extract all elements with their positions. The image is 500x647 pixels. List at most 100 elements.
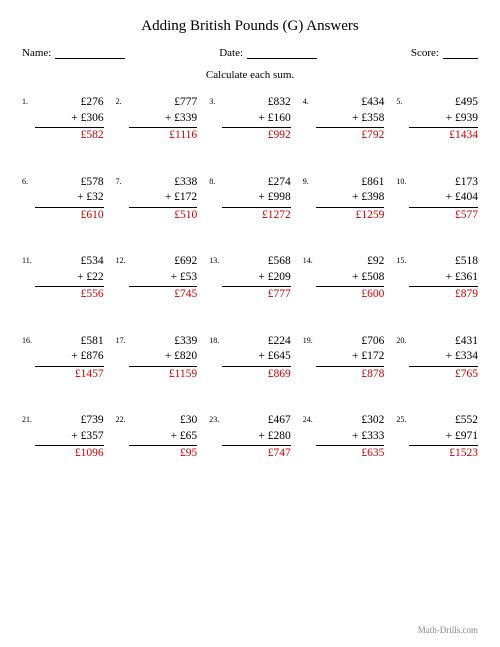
problem: 5.£495+ £939£1434: [396, 95, 478, 144]
problem-number: 25.: [396, 413, 409, 424]
addend-bottom: + £333: [316, 429, 385, 445]
addend-bottom: + £404: [409, 190, 478, 206]
addend-bottom: + £172: [316, 349, 385, 365]
problem-calc: £692+ £53£745: [129, 254, 198, 303]
problem-number: 3.: [209, 95, 222, 106]
problem-calc: £578+ £32£610: [35, 175, 104, 224]
instruction-text: Calculate each sum.: [22, 69, 478, 81]
answer: £95: [129, 446, 198, 462]
problem-number: 20.: [396, 334, 409, 345]
problem-calc: £861+ £398£1259: [316, 175, 385, 224]
date-blank: [247, 48, 317, 59]
problem: 25.£552+ £971£1523: [396, 413, 478, 462]
addend-top: £224: [222, 334, 291, 350]
problem-number: 4.: [303, 95, 316, 106]
problem: 2.£777+ £339£1116: [116, 95, 198, 144]
addend-top: £739: [35, 413, 104, 429]
addend-bottom: + £172: [129, 190, 198, 206]
answer: £765: [409, 367, 478, 383]
addend-top: £276: [35, 95, 104, 111]
addend-top: £339: [129, 334, 198, 350]
problem-number: 16.: [22, 334, 35, 345]
problem: 21.£739+ £357£1096: [22, 413, 104, 462]
answer: £1523: [409, 446, 478, 462]
problem-calc: £581+ £876£1457: [35, 334, 104, 383]
problem-number: 13.: [209, 254, 222, 265]
addend-bottom: + £357: [35, 429, 104, 445]
addend-top: £495: [409, 95, 478, 111]
answer: £1457: [35, 367, 104, 383]
problem-number: 10.: [396, 175, 409, 186]
addend-bottom: + £358: [316, 111, 385, 127]
addend-top: £302: [316, 413, 385, 429]
answer: £1159: [129, 367, 198, 383]
problem: 22.£30+ £65£95: [116, 413, 198, 462]
problem-calc: £339+ £820 £1159: [129, 334, 198, 383]
addend-bottom: + £398: [316, 190, 385, 206]
problem: 19.£706+ £172£878: [303, 334, 385, 383]
problem-calc: £173+ £404£577: [409, 175, 478, 224]
answer: £747: [222, 446, 291, 462]
problem-number: 14.: [303, 254, 316, 265]
answer: £600: [316, 287, 385, 303]
problem-calc: £276+ £306£582: [35, 95, 104, 144]
addend-bottom: + £971: [409, 429, 478, 445]
problem-number: 22.: [116, 413, 129, 424]
name-label: Name:: [22, 47, 51, 59]
addend-top: £30: [129, 413, 198, 429]
addend-bottom: + £209: [222, 270, 291, 286]
answer: £745: [129, 287, 198, 303]
addend-top: £706: [316, 334, 385, 350]
answer: £1096: [35, 446, 104, 462]
addend-top: £274: [222, 175, 291, 191]
problem: 15.£518+ £361£879: [396, 254, 478, 303]
addend-top: £431: [409, 334, 478, 350]
footer-text: Math-Drills.com: [418, 625, 478, 635]
problem-number: 6.: [22, 175, 35, 186]
page-title: Adding British Pounds (G) Answers: [22, 18, 478, 35]
answer: £792: [316, 128, 385, 144]
problem-calc: £518+ £361£879: [409, 254, 478, 303]
problem: 11.£534+ £22£556: [22, 254, 104, 303]
problem-number: 21.: [22, 413, 35, 424]
addend-bottom: + £334: [409, 349, 478, 365]
problem-number: 2.: [116, 95, 129, 106]
problem: 18.£224+ £645£869: [209, 334, 291, 383]
answer: £610: [35, 208, 104, 224]
problem-calc: £338+ £172£510: [129, 175, 198, 224]
addend-bottom: + £820: [129, 349, 198, 365]
problem-calc: £431+ £334 £765: [409, 334, 478, 383]
problem: 10.£173+ £404£577: [396, 175, 478, 224]
problem-number: 23.: [209, 413, 222, 424]
addend-bottom: + £160: [222, 111, 291, 127]
addend-top: £92: [316, 254, 385, 270]
problem: 4.£434+ £358£792: [303, 95, 385, 144]
problem: 14.£92+ £508£600: [303, 254, 385, 303]
answer: £878: [316, 367, 385, 383]
problem: 13.£568+ £209£777: [209, 254, 291, 303]
addend-bottom: + £876: [35, 349, 104, 365]
addend-bottom: + £32: [35, 190, 104, 206]
name-blank: [55, 48, 125, 59]
answer: £635: [316, 446, 385, 462]
addend-bottom: + £339: [129, 111, 198, 127]
problem: 7.£338+ £172£510: [116, 175, 198, 224]
problem-calc: £467+ £280£747: [222, 413, 291, 462]
answer: £582: [35, 128, 104, 144]
problem: 8.£274+ £998£1272: [209, 175, 291, 224]
addend-top: £552: [409, 413, 478, 429]
problem: 3.£832+ £160£992: [209, 95, 291, 144]
addend-bottom: + £645: [222, 349, 291, 365]
addend-top: £467: [222, 413, 291, 429]
score-field: Score:: [411, 47, 478, 59]
problem-calc: £534+ £22£556: [35, 254, 104, 303]
addend-bottom: + £65: [129, 429, 198, 445]
problem-calc: £30+ £65£95: [129, 413, 198, 462]
problem-calc: £552+ £971£1523: [409, 413, 478, 462]
addend-bottom: + £508: [316, 270, 385, 286]
problem: 23.£467+ £280£747: [209, 413, 291, 462]
problem-calc: £302+ £333£635: [316, 413, 385, 462]
answer: £777: [222, 287, 291, 303]
date-field: Date:: [219, 47, 317, 59]
problem-calc: £706+ £172 £878: [316, 334, 385, 383]
